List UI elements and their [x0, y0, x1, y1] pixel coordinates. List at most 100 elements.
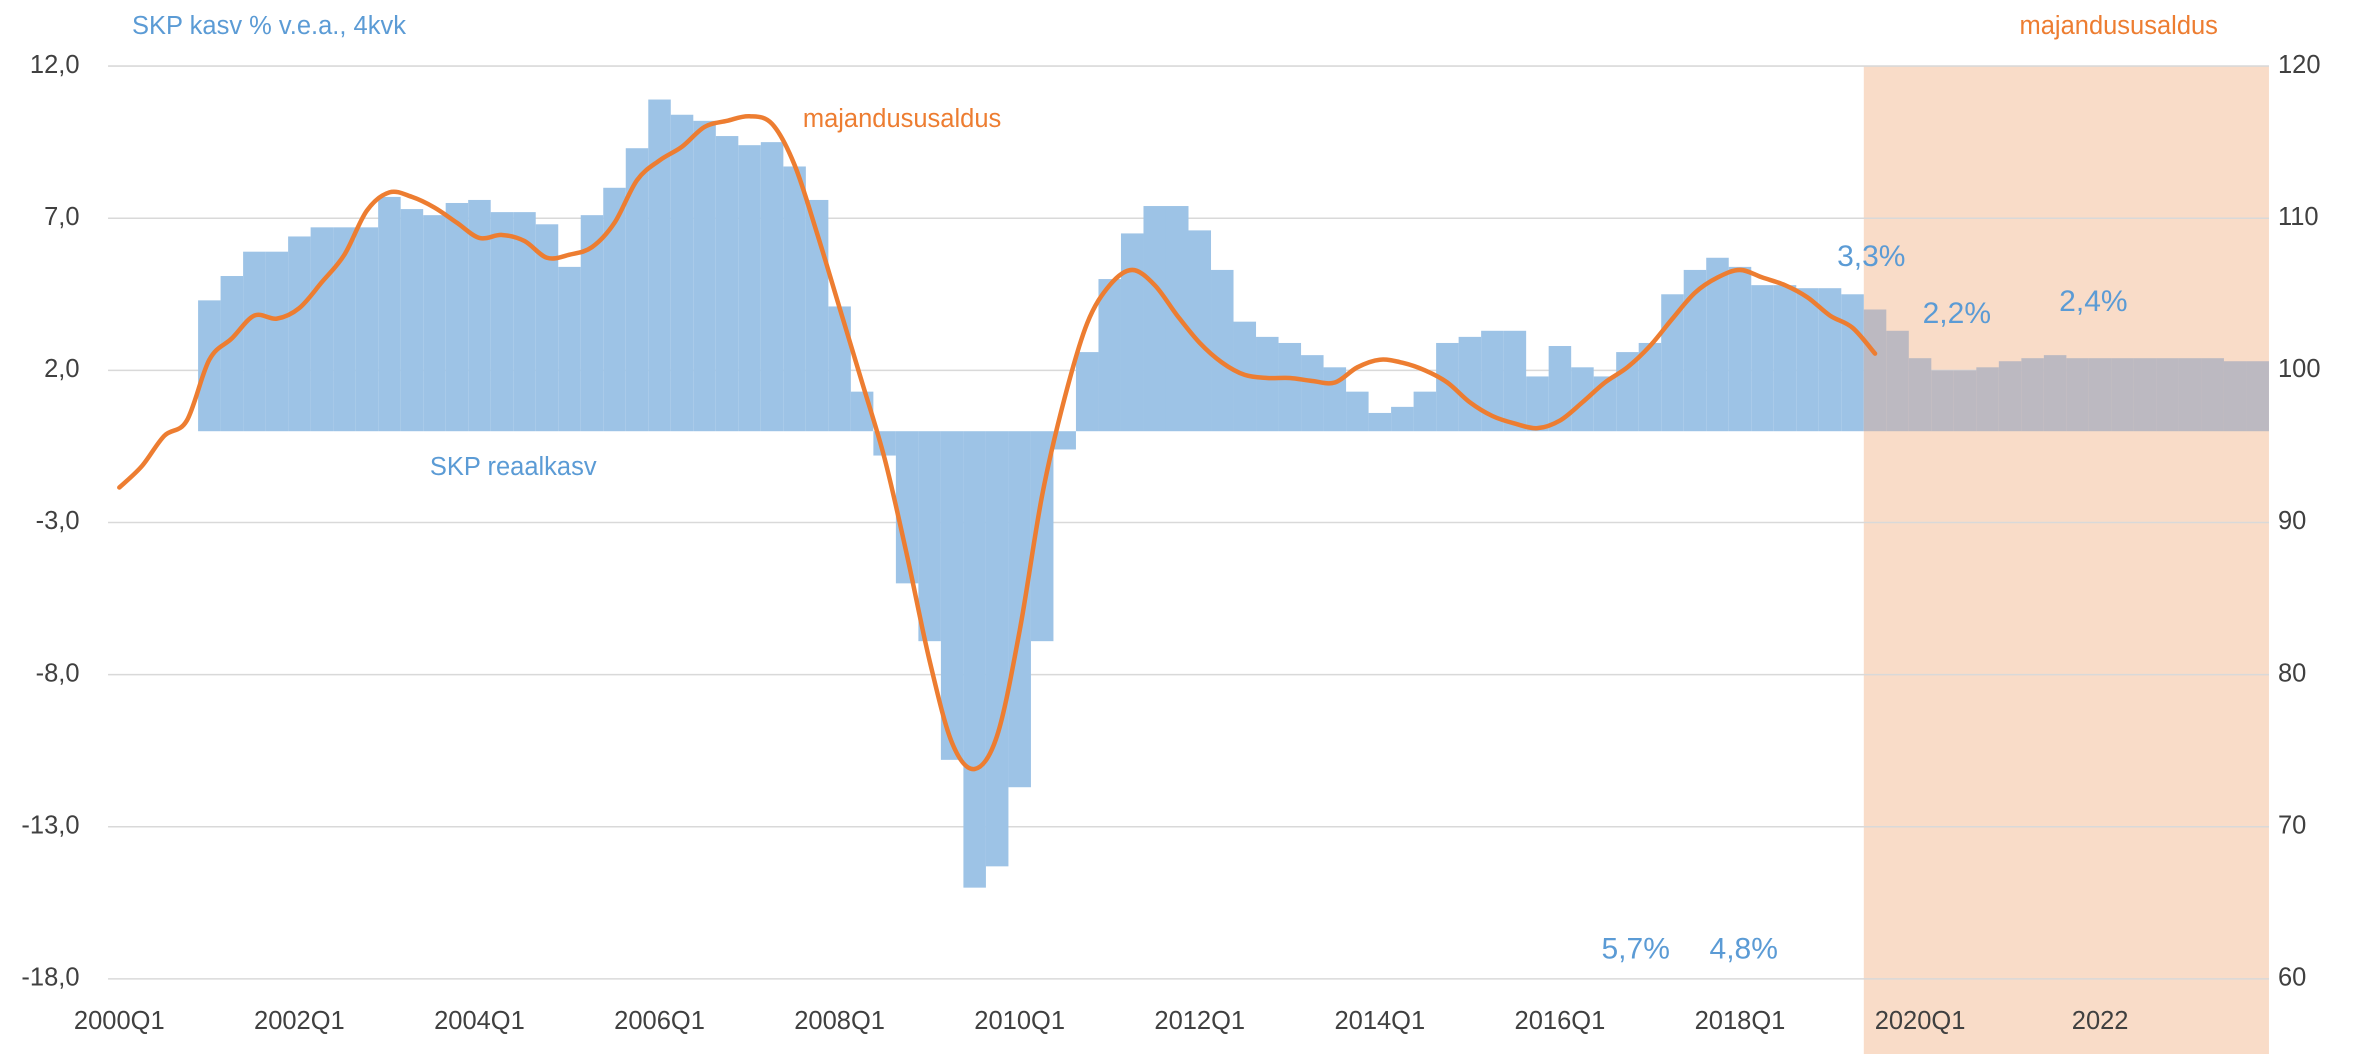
bar: [1458, 336, 1482, 432]
forecast-shade: [1863, 66, 2269, 1054]
x-tick-label: 2000Q1: [74, 1007, 165, 1035]
bar: [243, 251, 266, 432]
y-tick-label: 2,0: [44, 355, 79, 383]
bar: [2043, 355, 2067, 432]
bar: [670, 114, 694, 432]
bar: [1008, 431, 1031, 788]
bar: [1188, 230, 1212, 432]
bar: [1841, 294, 1864, 432]
bar: [1886, 330, 1909, 432]
bar: [1818, 288, 1842, 432]
bar: [1346, 391, 1369, 432]
x-tick-label: 2004Q1: [434, 1007, 525, 1035]
y-tick-label: 12,0: [30, 51, 80, 79]
bar: [1616, 352, 1639, 432]
bar: [1368, 412, 1392, 432]
bar: [1728, 266, 1752, 432]
bar: [895, 431, 919, 584]
bar: [1098, 279, 1121, 432]
bar: [1976, 367, 1999, 432]
bar: [468, 199, 491, 432]
bar: [445, 202, 469, 432]
bar: [1211, 269, 1234, 432]
bar: [1301, 355, 1324, 432]
bar: [1143, 206, 1166, 432]
bar: [355, 227, 379, 432]
x-tick-label: 2018Q1: [1695, 1007, 1786, 1035]
bar: [2223, 361, 2247, 432]
bar: [1075, 352, 1099, 432]
line: [117, 113, 1878, 772]
bar: [1706, 257, 1729, 432]
x-tick-label: 2014Q1: [1334, 1007, 1425, 1035]
bar: [783, 166, 806, 432]
x-tick-label: 2008Q1: [794, 1007, 885, 1035]
bar: [558, 266, 581, 432]
bar: [1773, 285, 1797, 432]
x-tick-label: 2010Q1: [974, 1007, 1065, 1035]
bar: [1998, 361, 2022, 432]
x-tick-label: 2022: [2072, 1007, 2129, 1035]
bar: [2156, 358, 2179, 432]
bar: [693, 120, 716, 432]
line-series-label: majandususaldus: [803, 105, 1001, 133]
bar: [1278, 342, 1302, 432]
bar: [1953, 370, 1977, 432]
bar: [1863, 309, 1887, 432]
bar: [963, 431, 986, 888]
bar: [1931, 370, 1954, 432]
bar: [2066, 358, 2089, 432]
y-tick-label: -13,0: [21, 812, 79, 840]
bar: [2246, 361, 2269, 432]
bar: [1908, 358, 1932, 432]
bar: [265, 251, 289, 432]
x-tick-label: 2006Q1: [614, 1007, 705, 1035]
annotation: 5,7%: [1601, 932, 1669, 965]
bar: [2133, 358, 2157, 432]
bar: [580, 215, 604, 432]
bar: [333, 227, 356, 432]
x-tick-label: 2002Q1: [254, 1007, 345, 1035]
y-tick-label: 7,0: [44, 203, 79, 231]
bar: [1481, 330, 1504, 432]
bar: [535, 224, 559, 432]
bar: [1256, 336, 1279, 432]
y2-tick-label: 80: [2278, 659, 2306, 687]
y2-tick-label: 110: [2278, 203, 2319, 231]
y2-tick-label: 60: [2278, 964, 2306, 992]
bar: [940, 431, 964, 760]
bar: [1120, 233, 1144, 432]
y-tick-label: -3,0: [36, 507, 80, 535]
bar: [603, 187, 626, 432]
bar: [1661, 294, 1684, 432]
bar: [2178, 358, 2202, 432]
bar: [985, 431, 1009, 867]
annotation: 3,3%: [1837, 240, 1905, 273]
bar: [1683, 269, 1707, 432]
y2-tick-label: 120: [2278, 51, 2321, 79]
y-axis-title: SKP kasv % v.e.a., 4kvk: [132, 12, 406, 40]
bar: [2111, 358, 2134, 432]
bar-series-label: SKP reaalkasv: [430, 453, 597, 481]
bar: [828, 306, 851, 432]
bar: [1503, 330, 1527, 432]
bar: [198, 300, 221, 432]
annotation: 4,8%: [1710, 932, 1778, 965]
bar: [378, 196, 401, 432]
bar: [423, 215, 446, 432]
x-tick-label: 2012Q1: [1154, 1007, 1245, 1035]
bar: [760, 142, 784, 432]
bar: [1751, 285, 1774, 432]
bar: [738, 145, 761, 432]
bar: [1053, 431, 1076, 450]
x-tick-label: 2020Q1: [1875, 1007, 1966, 1035]
bar: [288, 236, 311, 432]
bar: [918, 431, 941, 642]
y2-tick-label: 90: [2278, 507, 2306, 535]
bar: [1571, 367, 1594, 432]
x-tick-label: 2016Q1: [1515, 1007, 1606, 1035]
y2-tick-label: 70: [2278, 812, 2306, 840]
bar: [1526, 376, 1549, 432]
